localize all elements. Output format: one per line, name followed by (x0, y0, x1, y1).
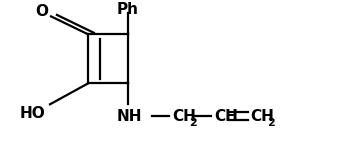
Text: Ph: Ph (117, 2, 139, 17)
Text: O: O (35, 4, 48, 19)
Text: 2: 2 (267, 118, 275, 128)
Text: HO: HO (19, 106, 45, 121)
Text: NH: NH (117, 109, 142, 124)
Text: CH: CH (214, 109, 238, 124)
Text: CH: CH (172, 109, 196, 124)
Text: CH: CH (250, 109, 274, 124)
Text: 2: 2 (189, 118, 197, 128)
